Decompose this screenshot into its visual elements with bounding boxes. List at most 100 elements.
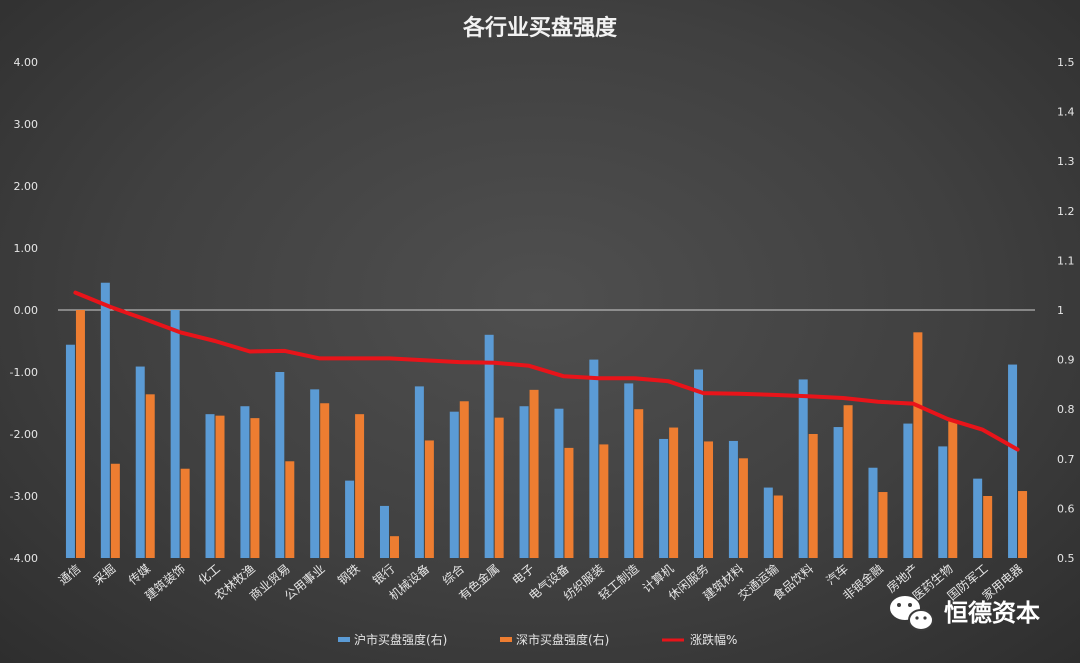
- right-tick-label: 1.1: [1057, 254, 1075, 267]
- legend-item-sh: 沪市买盘强度(右): [338, 632, 447, 647]
- left-tick-label: 3.00: [14, 118, 39, 131]
- bar-sz-23: [878, 492, 888, 558]
- bar-sh-23: [868, 467, 878, 558]
- left-tick-label: 1.00: [14, 242, 39, 255]
- bar-sz-22: [843, 405, 853, 558]
- left-tick-label: 0.00: [14, 304, 39, 317]
- bar-sh-16: [624, 383, 634, 558]
- watermark: 恒德资本: [890, 596, 1040, 631]
- bar-sz-21: [808, 434, 818, 558]
- legend-swatch-sz: [500, 637, 512, 642]
- bar-sz-10: [424, 440, 434, 558]
- legend-label-change: 涨跌幅%: [690, 632, 737, 647]
- bar-sz-9: [389, 536, 399, 558]
- bar-sz-5: [250, 418, 260, 558]
- left-tick-label: 2.00: [14, 180, 39, 193]
- category-label: 电子: [510, 562, 537, 588]
- bar-sz-27: [1018, 491, 1028, 558]
- bar-sz-0: [75, 310, 85, 558]
- right-tick-label: 1.3: [1057, 155, 1075, 168]
- right-tick-label: 0.6: [1057, 502, 1075, 515]
- bar-sh-26: [973, 478, 983, 558]
- bar-sz-2: [145, 394, 155, 558]
- left-tick-label: -4.00: [10, 552, 38, 565]
- right-tick-label: 1: [1057, 304, 1064, 317]
- line-series: [73, 290, 1020, 452]
- left-tick-label: -2.00: [10, 428, 38, 441]
- bar-sz-7: [320, 403, 330, 558]
- wechat-icon: [890, 596, 934, 631]
- legend-label-sz: 深市买盘强度(右): [516, 632, 609, 647]
- watermark-text: 恒德资本: [944, 599, 1040, 627]
- right-tick-label: 0.7: [1057, 453, 1075, 466]
- category-label: 汽车: [823, 561, 851, 588]
- bar-sz-1: [110, 463, 120, 558]
- bar-sz-4: [215, 415, 225, 558]
- legend-item-change: 涨跌幅%: [662, 632, 737, 647]
- bar-sz-16: [634, 409, 644, 558]
- bar-sh-4: [205, 414, 215, 558]
- bar-sz-25: [948, 421, 958, 558]
- bar-series: [65, 282, 1028, 558]
- bar-sh-0: [65, 344, 75, 558]
- bar-sh-1: [100, 282, 110, 558]
- category-label: 银行: [370, 562, 397, 588]
- bar-sh-2: [135, 366, 145, 558]
- bar-sh-14: [554, 408, 564, 558]
- bar-sz-17: [669, 427, 679, 558]
- bar-sh-20: [763, 487, 773, 558]
- bar-sh-8: [345, 480, 355, 558]
- bar-sh-7: [310, 389, 320, 558]
- bar-sz-26: [983, 496, 993, 558]
- bar-sz-19: [738, 458, 748, 558]
- bar-sz-14: [564, 447, 574, 558]
- bar-sh-3: [170, 310, 180, 558]
- right-tick-label: 0.8: [1057, 403, 1075, 416]
- legend: 沪市买盘强度(右) 深市买盘强度(右) 涨跌幅%: [338, 632, 737, 647]
- right-tick-label: 0.9: [1057, 354, 1075, 367]
- legend-label-sh: 沪市买盘强度(右): [354, 632, 447, 647]
- left-axis: 4.00 3.00 2.00 1.00 0.00 -1.00 -2.00 -3.00 -4.00: [10, 56, 38, 565]
- bar-sh-27: [1008, 364, 1018, 558]
- bar-sh-9: [379, 505, 389, 558]
- bar-sz-20: [773, 495, 783, 558]
- bar-sz-24: [913, 332, 923, 558]
- left-tick-label: 4.00: [14, 56, 39, 69]
- bar-sh-19: [728, 440, 738, 558]
- bar-sh-17: [659, 438, 669, 558]
- category-label: 采掘: [90, 561, 118, 588]
- category-label: 钢铁: [335, 562, 362, 588]
- bar-sh-18: [694, 369, 704, 558]
- right-axis: 1.5 1.4 1.3 1.2 1.1 1 0.9 0.8 0.7 0.6 0.5: [1057, 56, 1075, 565]
- right-tick-label: 1.5: [1057, 56, 1075, 69]
- bar-sz-18: [704, 441, 714, 558]
- right-tick-label: 1.4: [1057, 106, 1075, 119]
- bar-sz-3: [180, 468, 190, 558]
- bar-sh-25: [938, 446, 948, 558]
- category-label: 传媒: [125, 561, 153, 588]
- right-tick-label: 0.5: [1057, 552, 1075, 565]
- bar-sz-8: [355, 414, 365, 558]
- bar-sz-13: [529, 389, 539, 558]
- bar-sz-15: [599, 444, 609, 558]
- bar-sh-24: [903, 423, 913, 558]
- bar-sh-15: [589, 359, 599, 558]
- bar-sz-12: [494, 417, 504, 558]
- legend-swatch-sh: [338, 637, 350, 642]
- bar-sh-6: [275, 372, 285, 558]
- bar-sz-6: [285, 461, 295, 558]
- left-tick-label: -3.00: [10, 490, 38, 503]
- bar-sz-11: [459, 401, 469, 558]
- category-label: 综合: [439, 561, 467, 588]
- bar-sh-12: [484, 334, 494, 558]
- bar-sh-5: [240, 406, 250, 558]
- bar-sh-21: [798, 379, 808, 558]
- chart-title: 各行业买盘强度: [462, 15, 618, 41]
- right-tick-label: 1.2: [1057, 205, 1075, 218]
- left-tick-label: -1.00: [10, 366, 38, 379]
- bar-sh-22: [833, 427, 843, 558]
- bar-sh-10: [414, 386, 424, 558]
- category-label: 化工: [196, 562, 223, 588]
- category-label: 通信: [56, 562, 83, 588]
